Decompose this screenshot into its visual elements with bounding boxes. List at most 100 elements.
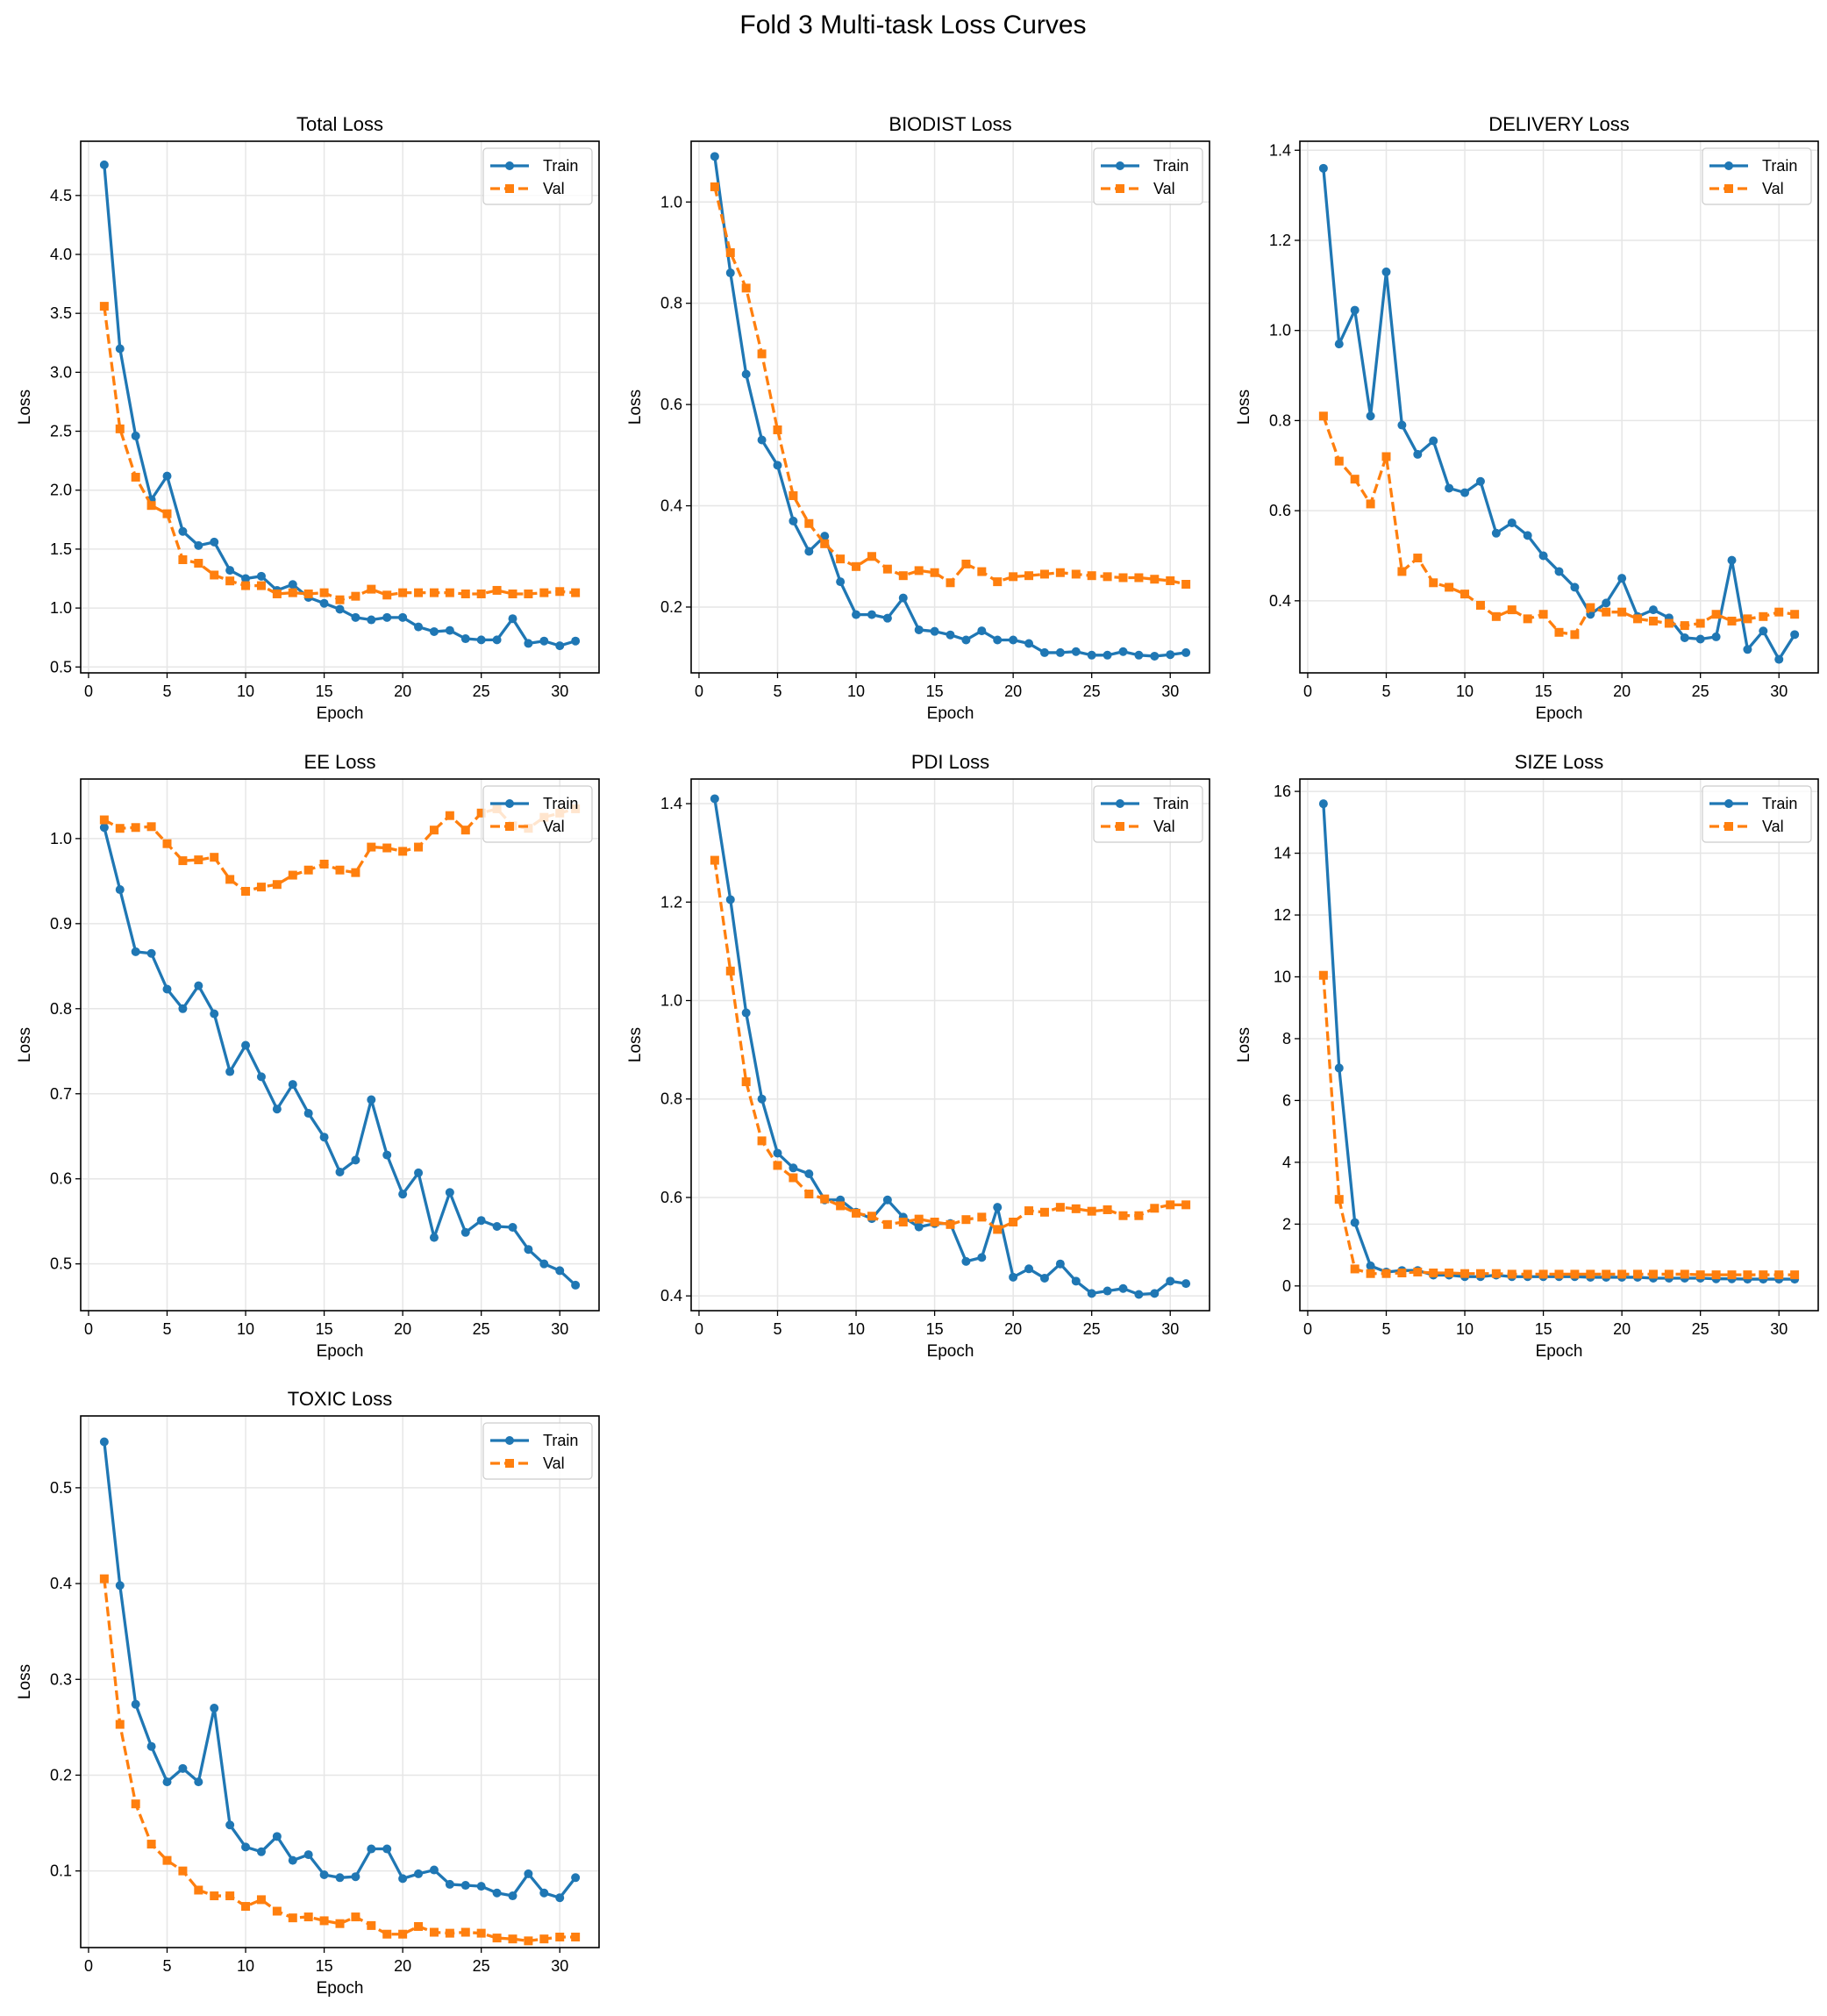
y-tick-label: 0.2 — [660, 598, 682, 616]
train-point — [852, 610, 861, 619]
y-tick-label: 0.8 — [50, 1000, 72, 1018]
val-point — [773, 1161, 782, 1170]
train-point — [194, 1777, 203, 1787]
val-point — [977, 567, 987, 576]
train-point — [1134, 650, 1144, 660]
val-point — [194, 1885, 203, 1895]
train-point — [178, 1763, 188, 1773]
val-point — [1554, 1269, 1564, 1279]
train-point — [539, 636, 549, 646]
train-point — [1507, 518, 1517, 527]
val-point — [1366, 499, 1375, 509]
train-point — [367, 1095, 376, 1105]
val-point — [162, 1855, 172, 1865]
y-tick-label: 10 — [1274, 968, 1291, 985]
val-point — [1491, 1269, 1501, 1278]
x-tick-label: 25 — [473, 1957, 490, 1975]
val-point — [741, 283, 751, 293]
val-point — [930, 568, 939, 577]
val-point — [789, 491, 798, 500]
train-point — [914, 625, 924, 634]
train-point — [1381, 267, 1391, 276]
y-tick-label: 0.8 — [660, 295, 682, 312]
train-point — [1695, 634, 1705, 644]
subplot-size: 0 5 10 15 20 25 30 0 2 4 6 8 10 12 14 16 SIZE Loss Epoch L… — [1235, 751, 1819, 1361]
train-point — [1318, 799, 1328, 809]
train-point — [319, 1133, 329, 1142]
train-point — [351, 1872, 360, 1882]
train-point — [319, 1870, 329, 1880]
val-point — [367, 584, 376, 594]
legend-marker-train — [505, 161, 514, 170]
val-point — [1071, 1204, 1081, 1213]
y-axis-label: Loss — [16, 1664, 34, 1699]
x-tick-label: 30 — [551, 1320, 568, 1338]
train-point — [1103, 1286, 1112, 1296]
val-point — [382, 590, 392, 600]
val-point — [414, 842, 424, 852]
train-point — [1711, 632, 1721, 641]
x-axis-label: Epoch — [1536, 1342, 1583, 1361]
val-point — [1617, 1269, 1627, 1279]
val-point — [225, 875, 235, 884]
train-point — [993, 635, 1003, 645]
val-point — [1039, 569, 1049, 579]
train-point — [256, 571, 266, 581]
y-tick-label: 8 — [1282, 1030, 1291, 1047]
val-point — [146, 1840, 156, 1849]
val-point — [99, 815, 109, 825]
val-point — [1695, 618, 1705, 628]
train-point — [131, 1699, 140, 1709]
val-point — [1055, 568, 1065, 577]
y-tick-label: 4 — [1282, 1154, 1291, 1171]
val-point — [1460, 590, 1470, 599]
val-point — [351, 1912, 360, 1922]
val-point — [993, 577, 1003, 587]
x-tick-label: 10 — [847, 1320, 865, 1338]
train-point — [571, 636, 581, 646]
train-point — [288, 1080, 297, 1090]
x-tick-label: 20 — [394, 1957, 411, 1975]
val-point — [1759, 611, 1768, 621]
figure-title: Fold 3 Multi-task Loss Curves — [739, 11, 1086, 39]
val-point — [225, 576, 235, 586]
legend-marker-train — [505, 1436, 514, 1445]
x-tick-label: 20 — [394, 1320, 411, 1338]
val-point — [1024, 1206, 1034, 1216]
train-point — [1071, 647, 1081, 656]
train-point — [571, 1280, 581, 1290]
train-point — [303, 1109, 313, 1119]
train-point — [225, 1067, 235, 1076]
x-tick-label: 15 — [1535, 1320, 1552, 1338]
axes-frame — [80, 778, 600, 1312]
train-point — [710, 794, 719, 804]
train-point — [429, 1233, 439, 1242]
train-point — [476, 1882, 486, 1891]
train-point — [524, 1245, 533, 1255]
val-point — [1087, 1206, 1096, 1216]
train-point — [508, 1891, 517, 1901]
train-point — [429, 1865, 439, 1875]
val-point — [414, 588, 424, 597]
val-point — [1181, 1200, 1191, 1210]
val-point — [194, 559, 203, 568]
subplot-pdi: 0 5 10 15 20 25 30 0.4 0.6 0.8 1.0 1.2 1.4 PDI Loss Ep… — [626, 751, 1210, 1361]
val-point — [804, 1190, 814, 1199]
train-point — [115, 1581, 125, 1591]
val-point — [961, 559, 971, 568]
train-point — [445, 1879, 454, 1889]
train-point — [757, 435, 767, 445]
train-point — [99, 160, 109, 169]
train-point — [946, 630, 955, 640]
val-point — [162, 839, 172, 848]
val-point — [508, 1934, 517, 1944]
train-point — [1554, 567, 1564, 576]
val-point — [445, 588, 454, 597]
train-point — [1350, 305, 1360, 315]
train-point — [367, 1844, 376, 1854]
val-point — [1055, 1203, 1065, 1212]
x-tick-label: 5 — [773, 1320, 781, 1338]
x-tick-label: 0 — [84, 683, 93, 700]
train-point — [725, 895, 735, 904]
y-tick-label: 0.4 — [1269, 592, 1291, 610]
